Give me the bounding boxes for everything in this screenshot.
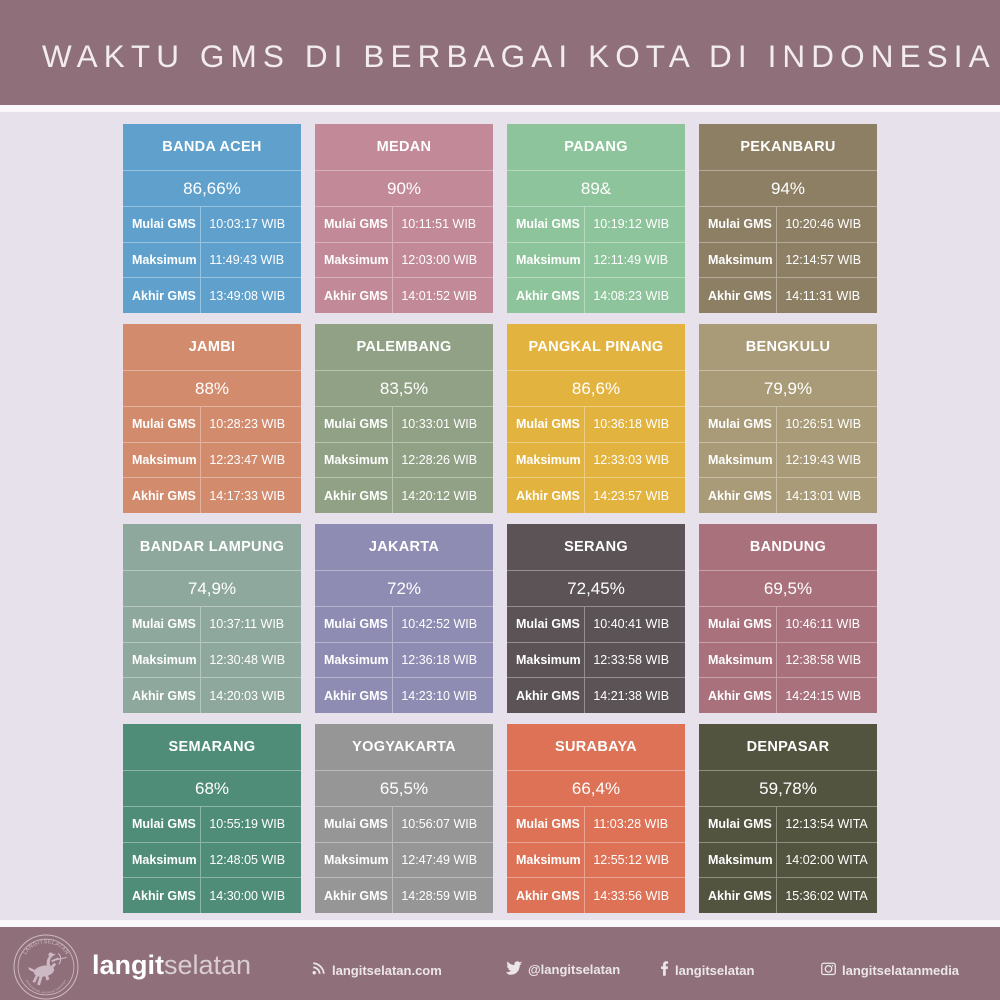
svg-text:perkumpulan astronomi indonesi: perkumpulan astronomi indonesia: [25, 979, 67, 995]
svg-text:LANGITSELATAN: LANGITSELATAN: [22, 939, 70, 956]
